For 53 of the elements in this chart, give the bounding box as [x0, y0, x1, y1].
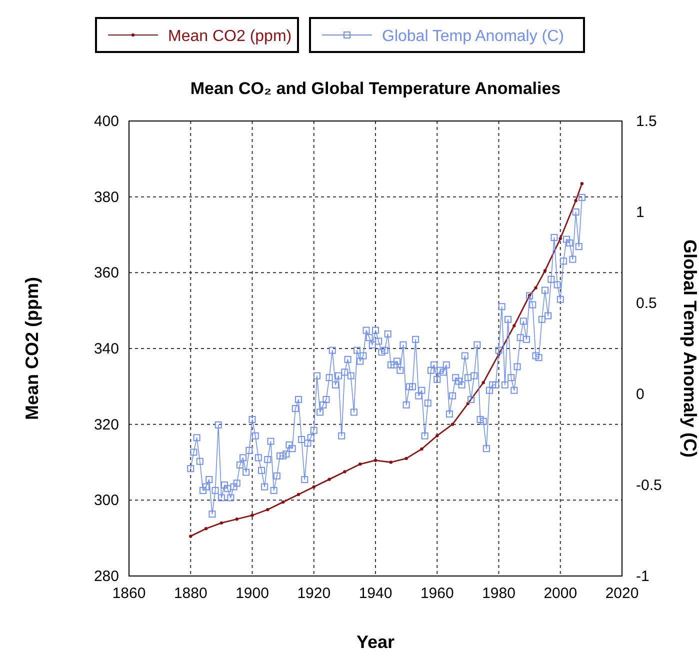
chart-title: Mean CO₂ and Global Temperature Anomalies [190, 79, 561, 98]
point [266, 508, 270, 512]
point [189, 534, 192, 538]
point [580, 182, 584, 186]
point [281, 500, 285, 504]
point [420, 447, 424, 451]
x-axis-title: Year [356, 632, 395, 652]
point [436, 434, 439, 438]
point [482, 381, 485, 384]
y2-tick-label: 1.5 [636, 113, 657, 130]
x-tick-label: 1940 [358, 585, 392, 602]
point [296, 492, 300, 496]
point [512, 324, 516, 328]
point [450, 422, 454, 426]
point [404, 456, 408, 460]
x-tick-label: 1980 [482, 585, 516, 602]
point [250, 514, 254, 517]
y-tick-label: 320 [94, 416, 119, 434]
y2-tick-label: -1 [636, 568, 650, 585]
legend-label: Mean CO2 (ppm) [168, 28, 292, 45]
x-tick-label: 1920 [297, 585, 331, 602]
point [374, 458, 378, 462]
y2-tick-label: 1 [636, 204, 644, 221]
y-tick-label: 340 [94, 340, 119, 358]
point [220, 521, 224, 525]
legend-label: Global Temp Anomaly (C) [382, 28, 564, 45]
point [204, 527, 208, 530]
x-tick-label: 2020 [605, 585, 639, 602]
point [574, 199, 578, 202]
x-tick-label: 2000 [544, 585, 578, 602]
point [328, 478, 331, 481]
y-axis-title: Mean CO2 (ppm) [22, 276, 42, 420]
point [389, 460, 393, 464]
point [543, 269, 547, 272]
point [343, 470, 346, 474]
x-tick-label: 1880 [174, 585, 208, 602]
y-tick-label: 280 [94, 568, 119, 585]
point [534, 286, 538, 290]
y2-axis-title: Global Temp Anomaly (C) [680, 239, 699, 458]
y2-tick-label: 0 [636, 386, 644, 403]
y2-tick-label: 0.5 [636, 295, 657, 312]
y-tick-label: 360 [94, 264, 119, 282]
y-tick-label: 400 [94, 113, 119, 130]
point [558, 236, 562, 240]
y-tick-label: 380 [94, 188, 119, 206]
x-tick-label: 1960 [420, 585, 454, 602]
x-tick-label: 1860 [112, 585, 146, 602]
point [358, 462, 362, 466]
point [235, 518, 238, 521]
y2-tick-label: -0.5 [636, 477, 662, 494]
x-tick-label: 1900 [236, 585, 269, 602]
point [312, 485, 316, 488]
y-tick-label: 300 [94, 492, 119, 510]
